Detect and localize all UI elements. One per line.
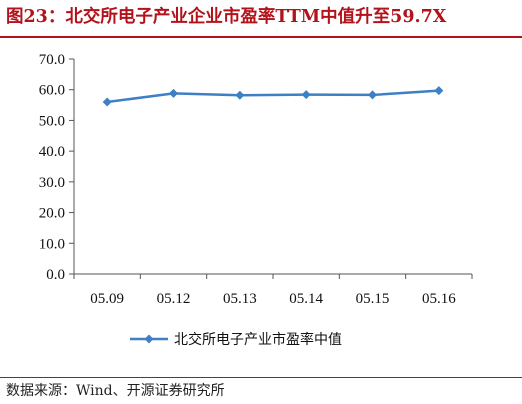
- data-point: [301, 90, 311, 100]
- legend-label: 北交所电子产业市盈率中值: [174, 331, 342, 348]
- y-tick-label: 50.0: [39, 113, 65, 129]
- legend-marker: [144, 334, 154, 344]
- figure-title: 图23：北交所电子产业企业市盈率TTM中值升至59.7X: [6, 7, 447, 27]
- data-point: [368, 90, 377, 100]
- y-tick-label: 20.0: [39, 206, 65, 222]
- x-tick-label: 05.12: [157, 291, 191, 307]
- x-tick-label: 05.13: [223, 291, 257, 307]
- legend: 北交所电子产业市盈率中值: [130, 331, 342, 348]
- source-note: 数据来源：Wind、开源证券研究所: [6, 383, 225, 399]
- y-tick-label: 70.0: [39, 52, 65, 68]
- data-point: [235, 90, 245, 100]
- x-tick-label: 05.15: [356, 291, 390, 307]
- y-tick-label: 40.0: [39, 144, 65, 160]
- title-rule: [0, 36, 522, 38]
- x-tick-label: 05.14: [289, 291, 323, 307]
- y-tick-label: 10.0: [39, 236, 65, 252]
- x-tick-label: 05.09: [90, 291, 124, 307]
- data-point: [434, 86, 444, 96]
- chart: 0.0 10.0 20.0 30.0 40.0 50.0 60.0 70.0 05.09 05.…: [39, 52, 473, 348]
- y-tick-label: 60.0: [39, 83, 65, 99]
- data-point: [102, 97, 112, 107]
- y-tick-label: 0.0: [46, 267, 65, 283]
- series-line: [107, 89, 439, 104]
- x-tick-label: 05.16: [422, 291, 456, 307]
- bottom-rule: [0, 377, 522, 378]
- y-tick-label: 30.0: [39, 175, 65, 191]
- data-point: [169, 88, 178, 98]
